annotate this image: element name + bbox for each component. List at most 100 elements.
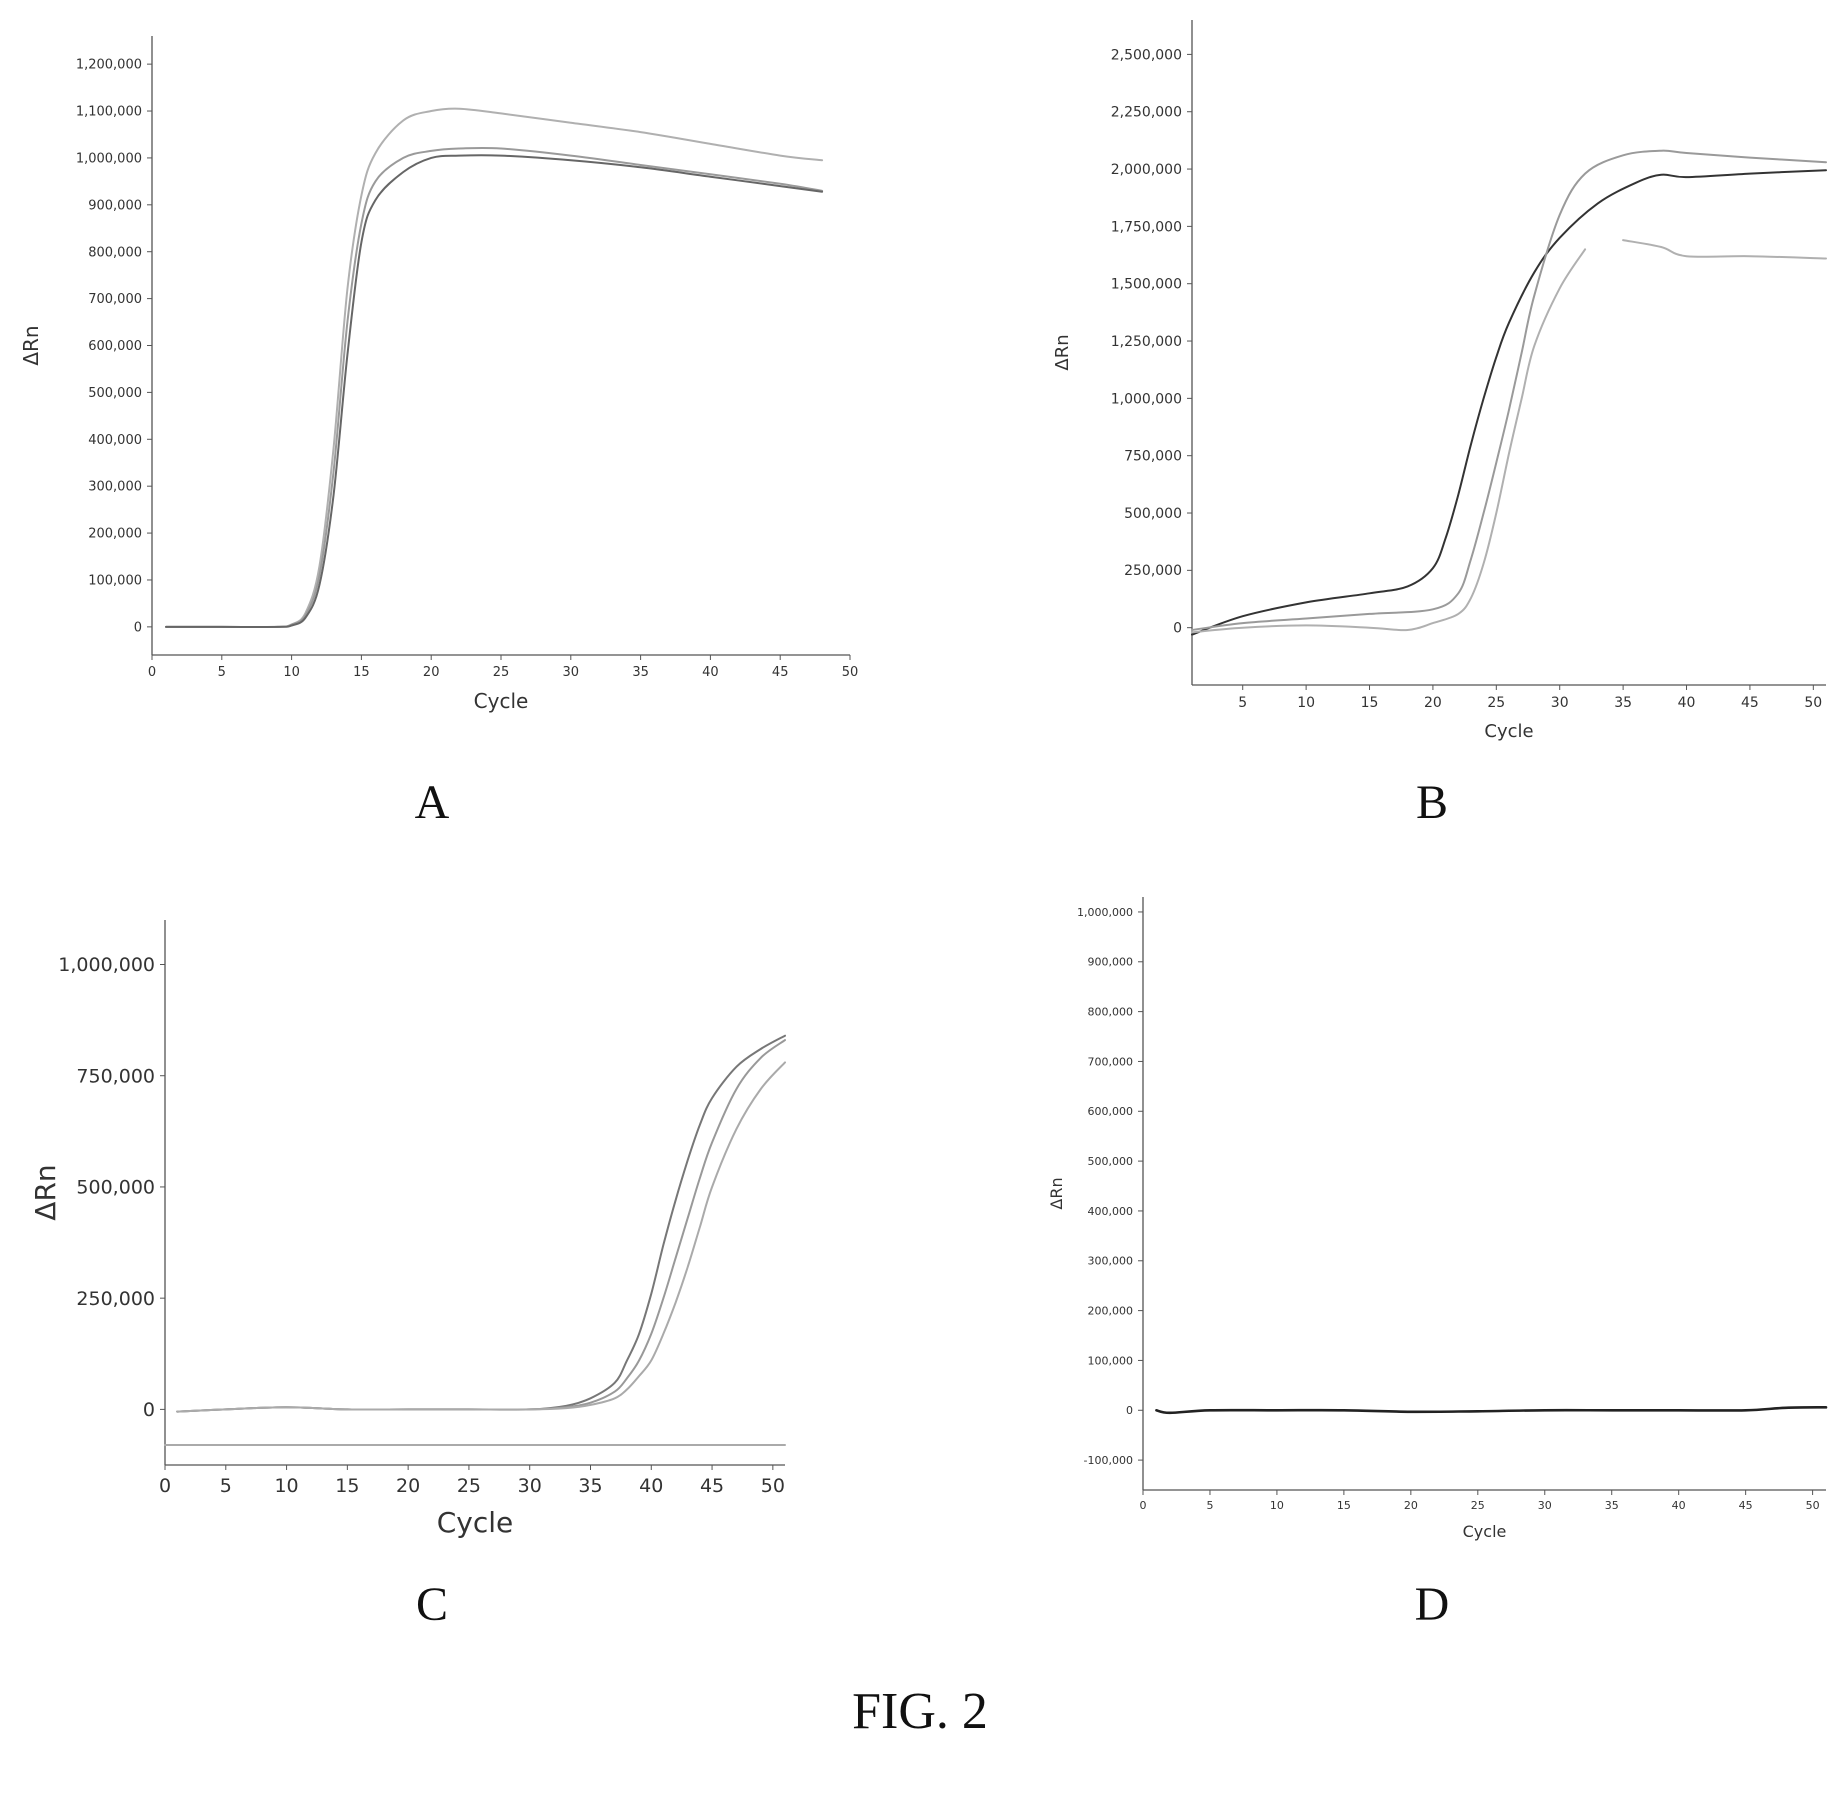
x-tick-label: 20 (1404, 1499, 1418, 1512)
series-line-3 (1191, 248, 1587, 634)
series-line-2 (1191, 149, 1827, 631)
panel-letter: A (415, 776, 450, 829)
series-line-2 (165, 146, 824, 629)
y-tick-label: 200,000 (88, 527, 142, 542)
x-tick-label: 50 (1804, 695, 1822, 711)
x-tick-label: 30 (518, 1475, 542, 1497)
chart-panel-c: 0 250,000 500,000 750,000 1,000,000 0 5 10 15 20 2… (29, 920, 786, 1631)
x-tick-label: 5 (1206, 1499, 1213, 1512)
y-tick-label: 500,000 (88, 386, 142, 401)
x-tick-label: 50 (1806, 1499, 1820, 1512)
x-tick-label: 45 (1741, 695, 1759, 711)
y-tick-label: 1,000,000 (58, 954, 155, 976)
x-tick-label: 0 (1140, 1499, 1147, 1512)
x-tick-label: 15 (335, 1475, 359, 1497)
y-tick-label: 900,000 (1088, 956, 1134, 969)
y-tick-label: 0 (1173, 621, 1182, 637)
x-tick-label: 35 (578, 1475, 602, 1497)
x-tick-label: 40 (1672, 1499, 1686, 1512)
x-axis-label: Cycle (474, 689, 529, 713)
y-tick-label: 250,000 (76, 1288, 155, 1310)
chart-panel-a: 0 100,000 200,000 300,000 400,000 500,000 600,… (19, 36, 858, 829)
y-tick-label: 0 (134, 620, 142, 635)
x-tick-label: 25 (457, 1475, 481, 1497)
x-tick-label: 5 (1238, 695, 1247, 711)
y-tick-label: 1,000,000 (76, 151, 142, 166)
series-line-1 (165, 107, 824, 629)
y-tick-label: 1,750,000 (1111, 219, 1182, 235)
series-line-3 (165, 154, 824, 628)
y-tick-label: 400,000 (88, 433, 142, 448)
y-axis-label: ΔRn (29, 1164, 62, 1220)
y-tick-label: 1,100,000 (76, 105, 142, 120)
x-tick-label: 15 (353, 665, 370, 680)
x-tick-label: 40 (702, 665, 719, 680)
x-tick-label: 20 (423, 665, 440, 680)
y-tick-label: 400,000 (1088, 1205, 1134, 1218)
y-tick-label: 1,000,000 (1077, 906, 1133, 919)
x-tick-label: 45 (700, 1475, 724, 1497)
y-tick-label: 0 (1126, 1404, 1133, 1417)
x-tick-label: 15 (1361, 695, 1379, 711)
x-tick-label: 0 (159, 1475, 171, 1497)
y-tick-label: 800,000 (1088, 1005, 1134, 1018)
x-tick-label: 10 (1270, 1499, 1284, 1512)
x-axis-label: Cycle (1484, 721, 1533, 742)
y-tick-label: 500,000 (1124, 506, 1182, 522)
series-line-4 (1622, 239, 1827, 260)
x-tick-label: 45 (1739, 1499, 1753, 1512)
x-tick-label: 35 (1605, 1499, 1619, 1512)
x-tick-label: 25 (1487, 695, 1505, 711)
y-tick-label: 200,000 (1088, 1304, 1134, 1317)
y-axis-label: ΔRn (1047, 1177, 1066, 1209)
y-tick-label: 0 (143, 1399, 155, 1421)
y-tick-label: 1,200,000 (76, 58, 142, 73)
x-tick-label: 35 (632, 665, 649, 680)
y-tick-label: 700,000 (88, 292, 142, 307)
series-line-1 (1191, 169, 1827, 636)
x-tick-label: 10 (283, 665, 300, 680)
y-tick-label: 750,000 (1124, 449, 1182, 465)
y-tick-label: 100,000 (88, 574, 142, 589)
x-tick-label: 30 (1551, 695, 1569, 711)
x-tick-label: 30 (563, 665, 580, 680)
y-tick-label: 100,000 (1088, 1354, 1134, 1367)
y-tick-label: 300,000 (88, 480, 142, 495)
y-axis-label: ΔRn (1052, 334, 1073, 370)
y-tick-label: 1,000,000 (1111, 391, 1182, 407)
y-tick-label: -100,000 (1084, 1454, 1133, 1467)
x-tick-label: 50 (842, 665, 859, 680)
y-tick-label: 2,500,000 (1111, 47, 1182, 63)
y-tick-label: 1,250,000 (1111, 334, 1182, 350)
y-tick-label: 500,000 (1088, 1155, 1134, 1168)
series-line-3 (176, 1061, 786, 1413)
x-tick-label: 15 (1337, 1499, 1351, 1512)
x-tick-label: 40 (639, 1475, 663, 1497)
x-tick-label: 25 (1471, 1499, 1485, 1512)
y-tick-label: 600,000 (1088, 1105, 1134, 1118)
y-axis-label: ΔRn (19, 325, 43, 365)
series-line-1 (176, 1034, 786, 1413)
x-tick-label: 10 (1297, 695, 1315, 711)
y-tick-label: 750,000 (76, 1065, 155, 1087)
series-line-2 (176, 1039, 786, 1413)
x-tick-label: 5 (218, 665, 226, 680)
y-tick-label: 700,000 (1088, 1055, 1134, 1068)
y-tick-label: 300,000 (1088, 1255, 1134, 1268)
figure-caption: FIG. 2 (852, 1683, 988, 1740)
x-tick-label: 0 (148, 665, 156, 680)
x-tick-label: 20 (1424, 695, 1442, 711)
y-tick-label: 600,000 (88, 339, 142, 354)
x-tick-label: 45 (772, 665, 789, 680)
y-tick-label: 2,250,000 (1111, 105, 1182, 121)
x-tick-label: 25 (493, 665, 510, 680)
x-axis-label: Cycle (437, 1506, 514, 1539)
panel-letter: D (1415, 1578, 1450, 1631)
y-tick-label: 900,000 (88, 198, 142, 213)
x-tick-label: 40 (1678, 695, 1696, 711)
x-axis-label: Cycle (1463, 1522, 1507, 1541)
y-tick-label: 250,000 (1124, 563, 1182, 579)
y-tick-label: 800,000 (88, 245, 142, 260)
chart-panel-d: -100,0000100,000200,000300,000400,000500… (1047, 897, 1828, 1631)
x-tick-label: 5 (220, 1475, 232, 1497)
